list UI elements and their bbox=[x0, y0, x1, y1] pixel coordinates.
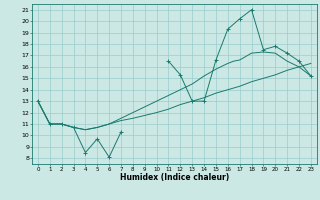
X-axis label: Humidex (Indice chaleur): Humidex (Indice chaleur) bbox=[120, 173, 229, 182]
